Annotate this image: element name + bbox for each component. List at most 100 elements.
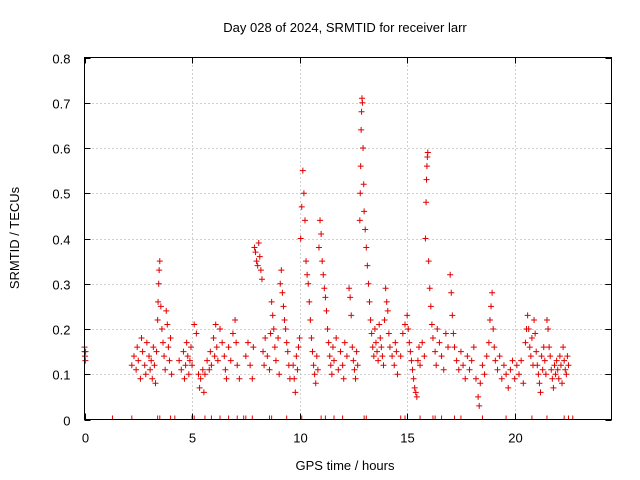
data-point [327,362,334,369]
data-point [151,362,158,369]
data-point [455,366,462,373]
data-point [436,339,443,346]
data-point [409,366,416,373]
data-point [536,380,543,387]
data-point [232,316,239,323]
data-point [440,366,447,373]
data-point [283,339,290,346]
data-point [354,362,361,369]
data-point [130,353,137,360]
data-point [348,312,355,319]
data-point [271,344,278,351]
data-point [278,267,285,274]
data-point [507,366,514,373]
data-point [358,108,365,115]
data-point [479,362,486,369]
baseline-point [397,415,404,420]
data-point [368,330,375,337]
data-point [392,339,399,346]
baseline-point [234,415,241,420]
data-point [549,375,556,382]
data-point [328,371,335,378]
data-point [275,335,282,342]
data-point [427,303,434,310]
data-point [277,280,284,287]
data-point [207,348,214,355]
baseline-point [457,415,464,420]
data-point [357,163,364,170]
data-point [161,353,168,360]
data-point [375,357,382,364]
baseline-point [561,415,568,420]
data-point [148,357,155,364]
data-point [279,289,286,296]
data-point [371,326,378,332]
data-point [250,344,257,351]
data-point [378,344,385,351]
data-point [281,316,288,323]
data-point [384,307,391,314]
data-point [298,203,305,210]
data-point [491,344,498,351]
data-point [182,362,189,369]
data-point [565,362,572,369]
baseline-point [528,415,535,420]
data-point [262,335,269,342]
data-point [323,307,330,314]
data-point [314,366,321,373]
data-point [562,366,569,373]
x-tick-label: 20 [508,431,522,446]
data-point [290,362,297,369]
data-point [308,335,315,342]
data-point [434,326,441,332]
data-point [210,335,217,342]
data-point [450,330,457,337]
data-point [563,371,570,378]
data-point [249,375,256,382]
data-point [541,357,548,364]
data-point [337,348,344,355]
data-point [559,380,566,387]
data-point [254,262,261,269]
x-tick-label: 0 [82,431,89,446]
data-point [292,389,299,396]
data-point [326,353,333,360]
data-point [296,335,303,342]
data-point [370,353,377,360]
data-point [317,217,324,224]
data-point [457,348,464,355]
data-point [153,348,160,355]
data-point [486,316,493,323]
data-point [189,362,196,369]
baseline-point [208,415,215,420]
data-point [364,262,371,269]
data-point [547,353,554,360]
data-point [234,362,241,369]
data-point [137,375,144,382]
data-point [432,348,439,355]
data-point [481,371,488,378]
data-point [138,335,145,342]
data-point [527,353,534,360]
data-point [428,321,435,328]
data-point [255,240,262,247]
data-point [546,344,553,351]
data-point [449,312,456,319]
data-point [257,267,264,274]
data-point [291,375,298,382]
data-point [244,339,251,346]
data-point [186,357,193,364]
data-point [206,366,213,373]
data-point [438,353,445,360]
data-point [369,344,376,351]
data-point [551,362,558,369]
data-point [165,344,172,351]
data-point [181,375,188,382]
data-point [448,289,455,296]
data-point [496,353,503,360]
data-point [146,353,153,360]
data-point [391,362,398,369]
data-point [272,357,279,364]
data-point [236,375,243,382]
data-point [397,353,404,360]
